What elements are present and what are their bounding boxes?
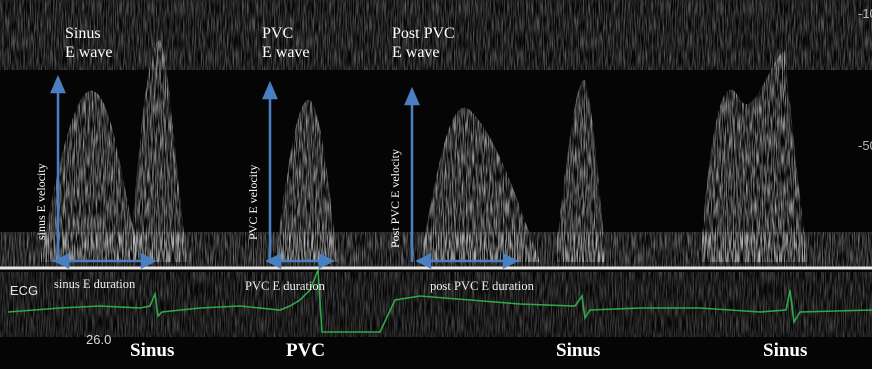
image-margin — [872, 0, 894, 369]
velocity-arrows — [50, 74, 420, 262]
pvc-e-duration-label: PVC E duration — [245, 279, 325, 293]
spectral-envelopes — [0, 0, 872, 337]
sinus-e-envelope-3 — [700, 50, 808, 262]
post-pvc-e-envelope — [420, 107, 540, 262]
ecg-band-noise — [0, 272, 872, 337]
ecg-label: ECG — [10, 283, 39, 298]
beat-label-sinus-3: Sinus — [763, 340, 808, 361]
post-pvc-e-duration-label: post PVC E duration — [430, 279, 534, 293]
pvc-e-wave-label: PVC E wave — [262, 25, 310, 61]
pvc-e-envelope — [275, 99, 338, 262]
beat-label-sinus-2: Sinus — [556, 340, 601, 361]
upper-noise — [0, 0, 872, 70]
sinus-e-envelope-2 — [555, 79, 606, 262]
pvc-e-velocity-label: PVC E velocity — [246, 164, 260, 240]
beat-label-pvc: PVC — [286, 340, 326, 361]
sinus-e-wave-label: Sinus E wave — [65, 25, 113, 61]
sinus-e-velocity-label: sinus E velocity — [34, 163, 48, 240]
beat-label-sinus-1: Sinus — [130, 340, 175, 361]
sinus-e-duration-label: sinus E duration — [54, 277, 136, 291]
sinus-e-envelope — [40, 90, 140, 262]
ecg-trace — [7, 269, 872, 333]
sinus-a-envelope — [130, 40, 188, 262]
doppler-spectrum — [0, 0, 872, 337]
post-pvc-e-wave-label: Post PVC E wave — [392, 25, 455, 61]
duration-arrows — [53, 252, 519, 270]
sweep-speed-label: 26.0 — [86, 332, 112, 347]
post-pvc-e-velocity-label: Post PVC E velocity — [388, 148, 402, 248]
